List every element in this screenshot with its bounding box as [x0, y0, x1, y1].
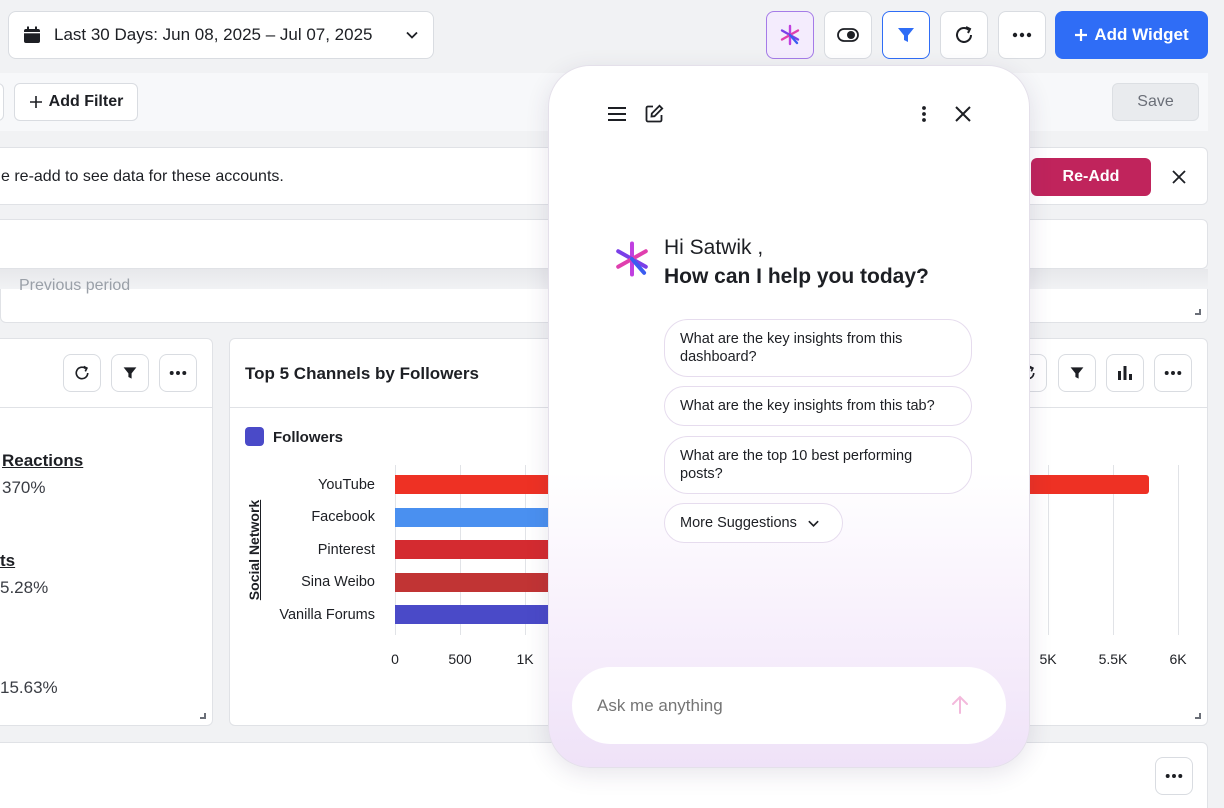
refresh-icon [75, 365, 89, 380]
chart-type-button[interactable] [1106, 354, 1144, 392]
save-button[interactable]: Save [1112, 83, 1199, 121]
y-tick-label: Pinterest [317, 542, 375, 558]
chart-filter-button[interactable] [1058, 354, 1096, 392]
suggestion-text: What are the key insights from this dash… [680, 331, 903, 365]
ai-assistant-button[interactable] [766, 11, 814, 59]
y-tick-label: Sina Weibo [301, 574, 375, 590]
add-filter-label: Add Filter [48, 93, 124, 110]
date-range-label: Last 30 Days: Jun 08, 2025 – Jul 07, 202… [54, 25, 373, 44]
save-label: Save [1137, 93, 1174, 110]
filter-chip-partial[interactable] [0, 83, 4, 121]
suggestion-text: What are the key insights from this tab? [680, 398, 935, 414]
chevron-down-icon [406, 31, 418, 39]
greeting: Hi Satwik , [664, 236, 764, 259]
greeting-question: How can I help you today? [664, 265, 929, 288]
metric-value: 5.28% [0, 578, 49, 597]
metric-label[interactable]: Reactions [2, 451, 84, 470]
card-filter-button[interactable] [111, 354, 149, 392]
x-tick-label: 500 [448, 651, 472, 667]
more-horizontal-icon [1164, 371, 1182, 375]
calendar-icon [24, 26, 40, 43]
sparkle-logo-icon [616, 241, 648, 277]
grid-line [1113, 465, 1114, 635]
date-range-picker[interactable]: Last 30 Days: Jun 08, 2025 – Jul 07, 202… [8, 11, 434, 59]
bar-pinterest[interactable] [395, 540, 555, 559]
suggestion-chip[interactable]: What are the key insights from this dash… [664, 319, 972, 377]
x-tick-label: 5K [1039, 651, 1057, 667]
more-options-button[interactable] [998, 11, 1046, 59]
resize-handle[interactable] [1195, 713, 1201, 719]
legend-swatch [245, 427, 264, 446]
plus-icon [1075, 29, 1088, 41]
y-tick-label: Facebook [311, 509, 375, 525]
close-icon[interactable] [955, 106, 971, 122]
y-axis-title: Social Network [246, 499, 262, 601]
y-tick-label: Vanilla Forums [279, 607, 375, 623]
ask-input-container[interactable] [572, 667, 1006, 744]
filter-icon [1070, 367, 1084, 379]
chart-title: Top 5 Channels by Followers [245, 364, 479, 383]
resize-handle[interactable] [200, 713, 206, 719]
bar-youtube[interactable] [395, 475, 555, 494]
grid-line [1048, 465, 1049, 635]
re-add-button[interactable]: Re-Add [1031, 158, 1151, 196]
bar-vanilla-forums[interactable] [395, 605, 555, 624]
card-refresh-button[interactable] [63, 354, 101, 392]
bar-chart-icon [1118, 366, 1132, 380]
bar-youtube-end[interactable] [1025, 475, 1149, 494]
y-tick-label: YouTube [318, 477, 375, 493]
metric-value: 370% [2, 478, 46, 497]
x-tick-label: 1K [516, 651, 534, 667]
card-divider [0, 407, 212, 408]
filter-icon [898, 28, 914, 42]
close-icon[interactable] [1172, 170, 1186, 184]
bar-sina-weibo[interactable] [395, 573, 555, 592]
metrics-card [0, 338, 213, 726]
toggle-icon [837, 28, 859, 42]
menu-icon[interactable] [607, 106, 627, 122]
more-horizontal-icon [1012, 32, 1032, 38]
re-add-label: Re-Add [1062, 168, 1120, 185]
more-horizontal-icon [169, 371, 187, 375]
resize-handle[interactable] [1195, 309, 1201, 315]
chevron-down-icon [808, 520, 819, 527]
add-widget-button[interactable]: Add Widget [1055, 11, 1208, 59]
notice-text: e re-add to see data for these accounts. [1, 168, 284, 185]
metric-value: 15.63% [0, 678, 58, 697]
chart-more-button[interactable] [1154, 354, 1192, 392]
plus-icon [29, 96, 42, 108]
filter-icon [123, 367, 137, 379]
x-tick-label: 6K [1169, 651, 1187, 667]
bottom-more-button[interactable] [1155, 757, 1193, 795]
more-suggestions-label: More Suggestions [680, 515, 797, 531]
refresh-icon [956, 26, 972, 43]
grid-line [1178, 465, 1179, 635]
suggestion-text: What are the top 10 best performing post… [680, 448, 913, 482]
peek-text: Previous period [19, 277, 131, 294]
x-tick-label: 5.5K [1098, 651, 1128, 667]
suggestion-chip[interactable]: What are the key insights from this tab? [664, 386, 972, 426]
ask-input[interactable] [597, 692, 917, 720]
legend-label: Followers [273, 429, 344, 446]
bar-facebook[interactable] [395, 508, 555, 527]
more-horizontal-icon [1165, 774, 1183, 778]
metric-label[interactable]: ts [0, 551, 16, 570]
suggestion-chip[interactable]: What are the top 10 best performing post… [664, 436, 972, 494]
x-tick-label: 0 [391, 651, 399, 667]
refresh-button[interactable] [940, 11, 988, 59]
more-suggestions-button[interactable]: More Suggestions [664, 503, 843, 543]
filter-button[interactable] [882, 11, 930, 59]
card-more-button[interactable] [159, 354, 197, 392]
more-vertical-icon[interactable] [921, 105, 927, 123]
new-chat-icon[interactable] [645, 104, 664, 123]
add-filter-button[interactable]: Add Filter [14, 83, 138, 121]
add-widget-label: Add Widget [1094, 25, 1189, 44]
toggle-view-button[interactable] [824, 11, 872, 59]
sparkle-icon [780, 24, 800, 46]
send-arrow-icon[interactable] [951, 695, 969, 715]
